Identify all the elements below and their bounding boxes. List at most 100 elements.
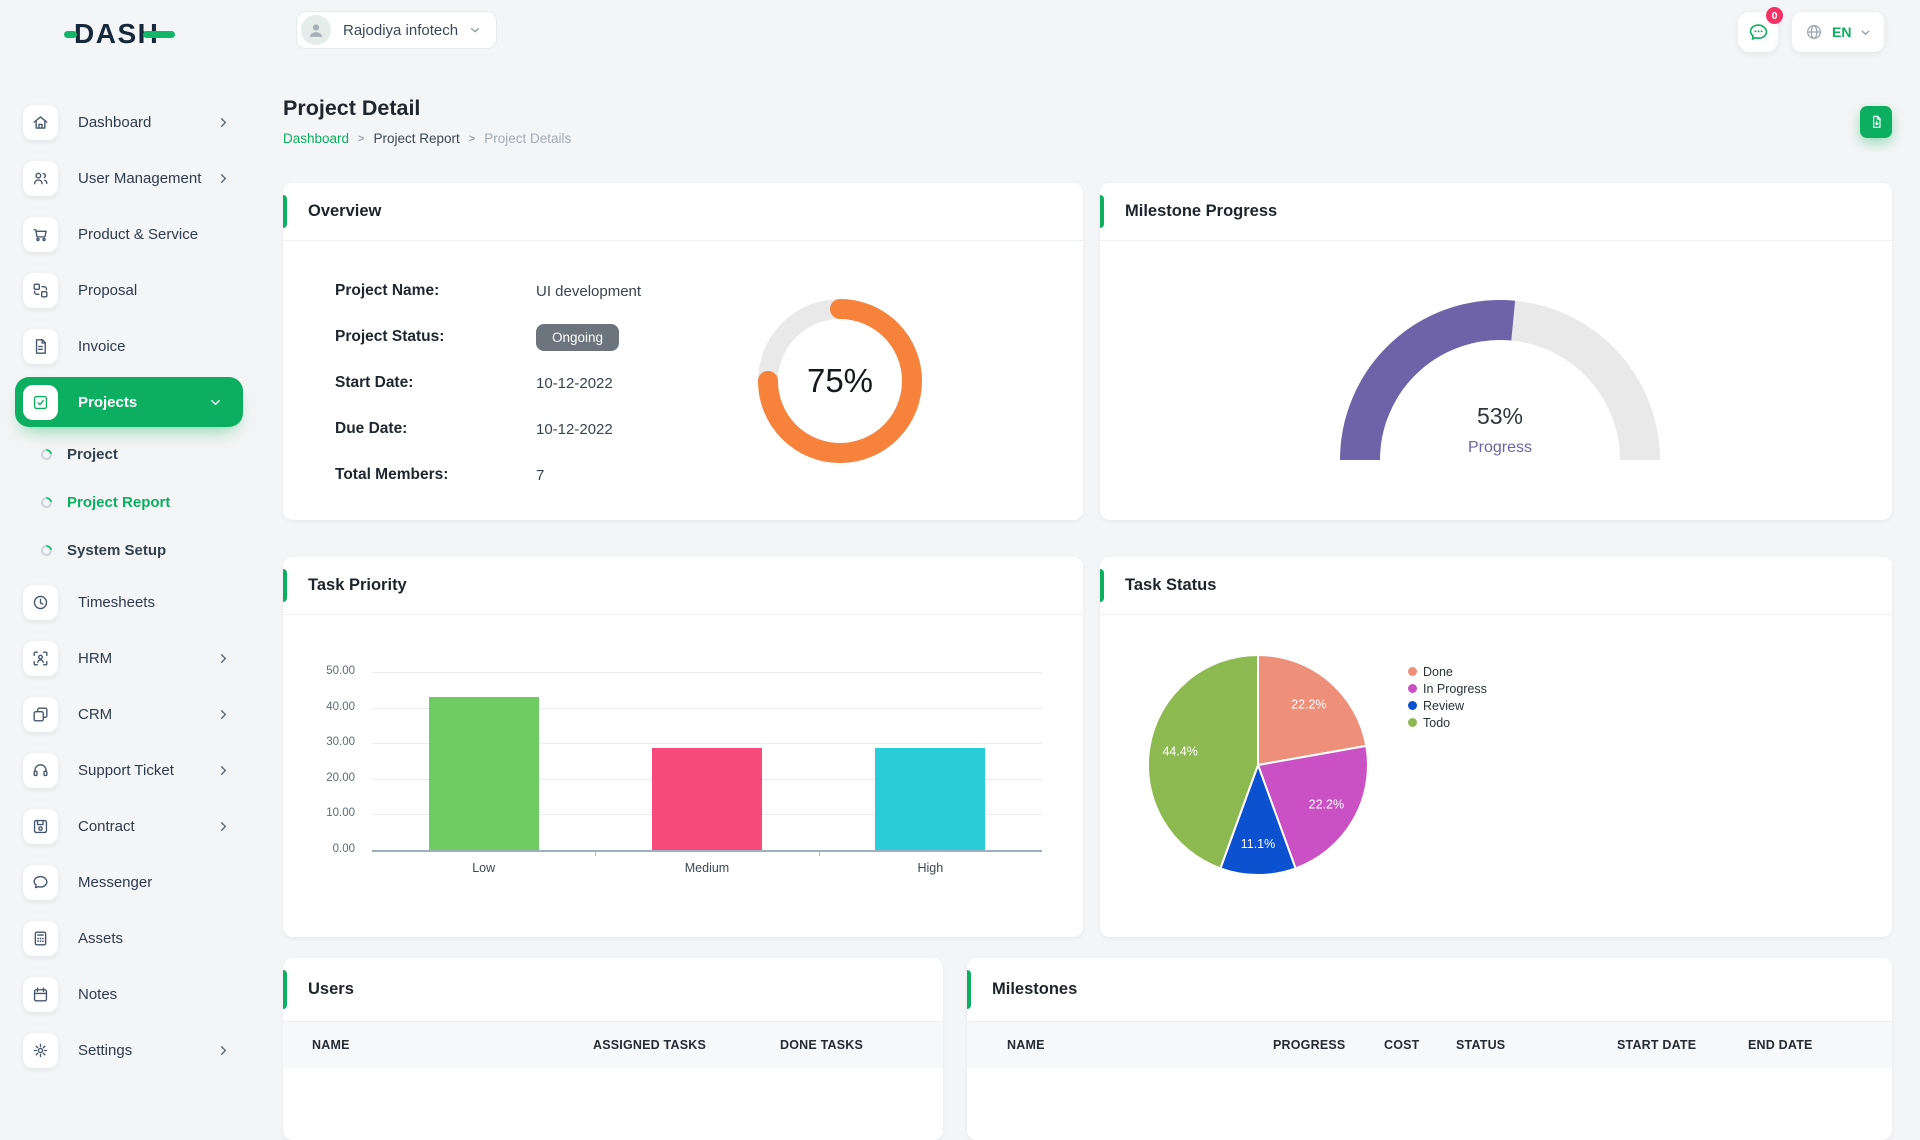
y-axis-tick: 30.00 xyxy=(326,736,355,748)
field-label: Project Name: xyxy=(335,282,440,299)
company-name: Rajodiya infotech xyxy=(343,21,459,39)
x-axis-tick xyxy=(595,851,597,856)
bar-high[interactable] xyxy=(875,748,986,850)
invoice-icon xyxy=(23,328,58,364)
x-axis-label: Low xyxy=(472,861,496,875)
overview-field-project-status: Project Status: Ongoing xyxy=(335,314,1083,360)
swap-icon xyxy=(23,272,58,308)
card-title: Task Priority xyxy=(283,557,1083,615)
pie-slice-review[interactable] xyxy=(1219,764,1297,876)
pie-slice-todo[interactable] xyxy=(1146,654,1259,870)
y-axis-tick: 10.00 xyxy=(326,807,355,819)
legend-dot-icon xyxy=(1408,684,1417,693)
pie-slice-label: 22.2% xyxy=(1291,698,1326,712)
sidebar-item-user-management[interactable]: User Management xyxy=(0,150,265,206)
sidebar-item-label: HRM xyxy=(78,649,113,667)
chevron-right-icon xyxy=(216,171,231,186)
field-value: 7 xyxy=(536,466,545,484)
file-export-icon xyxy=(1873,115,1881,128)
legend-dot-icon xyxy=(1408,701,1417,710)
field-label: Due Date: xyxy=(335,420,408,437)
company-selector[interactable]: Rajodiya infotech xyxy=(296,11,498,49)
task-priority-card: Task Priority 50.00 40.00 30.00 20.00 10.00 0… xyxy=(283,557,1083,937)
card-title: Milestone Progress xyxy=(1100,183,1892,241)
sidebar-item-label: Settings xyxy=(78,1041,133,1059)
breadcrumb-project-report[interactable]: Project Report xyxy=(373,131,460,146)
column-header-name: NAME xyxy=(1007,1038,1045,1052)
y-axis-tick: 20.00 xyxy=(326,772,355,784)
chevron-right-icon xyxy=(216,819,231,834)
field-label: Start Date: xyxy=(335,374,414,391)
milestone-gauge xyxy=(1340,300,1660,461)
sidebar-subitem-project-report[interactable]: Project Report xyxy=(0,478,265,526)
legend-label: Review xyxy=(1423,698,1464,713)
sidebar-subitem-system-setup[interactable]: System Setup xyxy=(0,526,265,574)
hrm-icon xyxy=(23,640,58,676)
chevron-right-icon xyxy=(216,651,231,666)
sidebar-item-notes[interactable]: Notes xyxy=(0,966,265,1022)
legend-dot-icon xyxy=(1408,667,1417,676)
legend-item-in-progress: In Progress xyxy=(1408,680,1487,697)
users-card: Users NAME ASSIGNED TASKS DONE TASKS xyxy=(283,958,943,1140)
column-header-status: STATUS xyxy=(1456,1038,1506,1052)
sidebar-item-hrm[interactable]: HRM xyxy=(0,630,265,686)
task-priority-chart: 50.00 40.00 30.00 20.00 10.00 0.00 Low Medium Hi… xyxy=(283,615,1083,937)
chevron-right-icon xyxy=(216,707,231,722)
floppy-icon xyxy=(23,808,58,844)
home-icon xyxy=(23,104,58,140)
language-selector[interactable]: EN xyxy=(1792,12,1885,52)
sidebar-item-label: CRM xyxy=(78,705,113,723)
export-button[interactable] xyxy=(1860,106,1892,138)
pie-slice-label: 44.4% xyxy=(1162,744,1197,758)
bar-medium[interactable] xyxy=(652,748,762,850)
sidebar-subitem-project[interactable]: Project xyxy=(0,430,265,478)
sidebar-item-support-ticket[interactable]: Support Ticket xyxy=(0,742,265,798)
sidebar-item-label: Proposal xyxy=(78,281,138,299)
sidebar-item-label: Product & Service xyxy=(78,225,199,243)
pie-slice-label: 11.1% xyxy=(1241,837,1276,851)
sidebar-item-crm[interactable]: CRM xyxy=(0,686,265,742)
sidebar-item-label: Assets xyxy=(78,929,124,947)
milestones-table-header: NAME PROGRESS COST STATUS START DATE END DATE xyxy=(967,1022,1892,1068)
field-value: UI development xyxy=(536,282,642,300)
person-icon xyxy=(309,24,323,37)
bar-low[interactable] xyxy=(428,697,539,850)
card-title: Users xyxy=(283,958,943,1022)
breadcrumb-dashboard[interactable]: Dashboard xyxy=(283,131,350,146)
sidebar-item-label: Messenger xyxy=(78,873,153,891)
chat-bubble-icon xyxy=(1749,23,1767,40)
card-title: Overview xyxy=(283,183,1083,241)
sidebar-item-invoice[interactable]: Invoice xyxy=(0,318,265,374)
sidebar-item-settings[interactable]: Settings xyxy=(0,1022,265,1078)
sidebar-item-messenger[interactable]: Messenger xyxy=(0,854,265,910)
sidebar-item-contract[interactable]: Contract xyxy=(0,798,265,854)
pie-legend: Done In Progress Review Todo xyxy=(1408,663,1487,731)
column-header-end-date: END DATE xyxy=(1748,1038,1813,1052)
sidebar-item-projects[interactable]: Projects xyxy=(15,377,243,427)
column-header-cost: COST xyxy=(1384,1038,1420,1052)
chevron-right-icon xyxy=(216,763,231,778)
messages-button[interactable]: 0 xyxy=(1738,7,1783,52)
legend-label: Todo xyxy=(1423,715,1451,730)
top-header: DASH Rajodiya infotech 0 EN xyxy=(0,0,1920,60)
check-square-icon xyxy=(23,384,58,420)
y-axis-tick: 0.00 xyxy=(332,843,355,855)
pie-slice-done[interactable] xyxy=(1257,654,1368,766)
legend-item-todo: Todo xyxy=(1408,714,1487,731)
sidebar-item-proposal[interactable]: Proposal xyxy=(0,262,265,318)
overview-field-project-name: Project Name: UI development xyxy=(335,268,1083,314)
overview-fields: Project Name: UI development Project Statu… xyxy=(283,241,1083,498)
x-axis-label: High xyxy=(917,861,944,875)
sidebar-item-timesheets[interactable]: Timesheets xyxy=(0,574,265,630)
app-logo[interactable]: DASH xyxy=(64,18,176,50)
legend-label: Done xyxy=(1423,664,1453,679)
pie-slice-label: 22.2% xyxy=(1309,798,1344,812)
sidebar-item-dashboard[interactable]: Dashboard xyxy=(0,94,265,150)
bullet-icon xyxy=(38,446,55,462)
company-avatar xyxy=(301,15,331,45)
legend-dot-icon xyxy=(1408,718,1417,727)
sidebar-item-assets[interactable]: Assets xyxy=(0,910,265,966)
sidebar-item-product-service[interactable]: Product & Service xyxy=(0,206,265,262)
overview-field-due-date: Due Date: 10-12-2022 xyxy=(335,406,1083,452)
breadcrumb: Dashboard > Project Report > Project Det… xyxy=(283,131,571,146)
